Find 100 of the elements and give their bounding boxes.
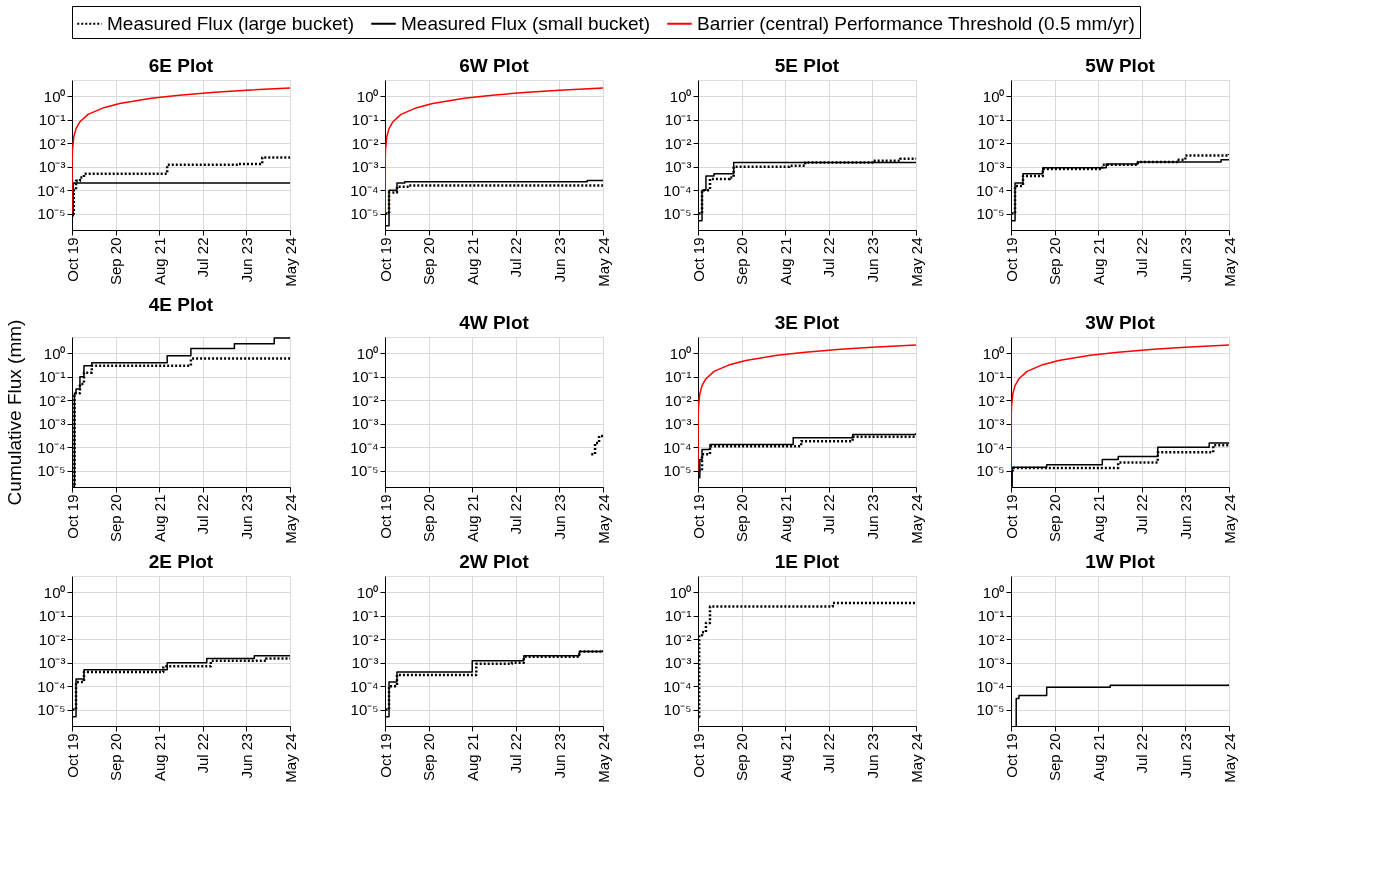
y-tick-label: 10⁻⁵ xyxy=(350,462,379,480)
x-tick-label: May 24 xyxy=(1220,494,1238,544)
y-tick-label: 10⁻¹ xyxy=(351,111,379,129)
y-tick-label: 10⁻¹ xyxy=(977,111,1005,129)
chart-title: 6E Plot xyxy=(148,55,214,76)
y-tick-label: 10⁻³ xyxy=(664,415,692,433)
chart-title: 3W Plot xyxy=(1085,312,1156,333)
y-tick-label: 10⁻⁵ xyxy=(976,701,1005,719)
x-tick-label: Jun 23 xyxy=(1176,494,1194,540)
x-tick-label: Jun 23 xyxy=(863,733,881,779)
y-tick-label: 10⁻³ xyxy=(977,415,1005,433)
y-tick-label: 10⁻⁴ xyxy=(350,181,379,199)
chart-title: 6W Plot xyxy=(459,55,530,76)
y-tick-label: 10⁻⁵ xyxy=(663,701,692,719)
x-tick-label: Jul 22 xyxy=(820,494,838,535)
x-tick-label: Oct 19 xyxy=(63,733,81,778)
y-tick-label: 10⁻⁴ xyxy=(663,181,692,199)
x-tick-label: May 24 xyxy=(281,237,299,287)
x-tick-label: Sep 20 xyxy=(1046,494,1064,543)
x-tick-label: Aug 21 xyxy=(776,733,794,782)
y-tick-label: 10⁻⁴ xyxy=(976,438,1005,456)
x-tick-label: Oct 19 xyxy=(63,237,81,282)
y-tick-label: 10⁻⁴ xyxy=(350,677,379,695)
y-tick-label: 10⁻³ xyxy=(38,415,66,433)
y-tick-label: 10⁻⁴ xyxy=(663,438,692,456)
y-tick-label: 10⁻⁴ xyxy=(976,181,1005,199)
x-tick-label: Oct 19 xyxy=(689,733,707,778)
y-tick-label: 10⁻⁵ xyxy=(976,462,1005,480)
chart-title: 1W Plot xyxy=(1085,551,1156,572)
x-tick-label: Jun 23 xyxy=(237,237,255,283)
y-tick-label: 10⁻¹ xyxy=(351,607,379,625)
legend-label: Measured Flux (large bucket) xyxy=(107,12,355,34)
x-tick-label: Aug 21 xyxy=(1089,494,1107,543)
y-tick-label: 10⁰ xyxy=(982,87,1005,105)
y-tick-label: 10⁻⁵ xyxy=(350,701,379,719)
x-tick-label: May 24 xyxy=(281,733,299,783)
x-tick-label: Jul 22 xyxy=(507,733,525,774)
chart-title: 3E Plot xyxy=(774,312,840,333)
y-tick-label: 10⁰ xyxy=(43,344,66,362)
x-tick-label: Aug 21 xyxy=(776,237,794,286)
y-tick-label: 10⁻² xyxy=(38,391,66,409)
y-tick-label: 10⁻³ xyxy=(977,158,1005,176)
line-series xyxy=(1011,344,1229,472)
x-tick-label: May 24 xyxy=(907,237,925,287)
y-tick-label: 10⁻¹ xyxy=(38,368,66,386)
y-tick-label: 10⁻⁴ xyxy=(37,438,66,456)
y-tick-label: 10⁻⁵ xyxy=(350,205,379,223)
x-tick-label: Jun 23 xyxy=(550,494,568,540)
y-tick-label: 10⁻² xyxy=(664,391,692,409)
y-tick-label: 10⁻¹ xyxy=(38,607,66,625)
x-tick-label: May 24 xyxy=(281,494,299,544)
y-tick-label: 10⁻⁵ xyxy=(37,462,66,480)
y-axis-title: Cumulative Flux (mm) xyxy=(4,319,26,506)
chart-title: 2E Plot xyxy=(148,551,214,572)
y-tick-label: 10⁰ xyxy=(669,344,692,362)
y-tick-label: 10⁻³ xyxy=(38,158,66,176)
y-tick-label: 10⁰ xyxy=(669,87,692,105)
y-tick-label: 10⁻⁵ xyxy=(37,205,66,223)
y-tick-label: 10⁰ xyxy=(356,344,379,362)
x-tick-label: Jul 22 xyxy=(194,237,212,278)
x-tick-label: Sep 20 xyxy=(420,494,438,543)
y-tick-label: 10⁻² xyxy=(351,630,379,648)
y-tick-label: 10⁻³ xyxy=(351,415,379,433)
x-tick-label: Jun 23 xyxy=(237,733,255,779)
y-tick-label: 10⁰ xyxy=(982,583,1005,601)
line-series xyxy=(698,344,916,472)
x-tick-label: Sep 20 xyxy=(420,237,438,286)
x-tick-label: May 24 xyxy=(1220,733,1238,783)
x-tick-label: Sep 20 xyxy=(733,733,751,782)
y-tick-label: 10⁻² xyxy=(38,134,66,152)
y-tick-label: 10⁻¹ xyxy=(977,368,1005,386)
y-tick-label: 10⁻³ xyxy=(351,158,379,176)
y-tick-label: 10⁻⁴ xyxy=(663,677,692,695)
x-tick-label: Aug 21 xyxy=(463,237,481,286)
x-tick-label: Jul 22 xyxy=(1133,494,1151,535)
x-tick-label: Sep 20 xyxy=(107,237,125,286)
x-tick-label: May 24 xyxy=(594,494,612,544)
y-tick-label: 10⁻⁵ xyxy=(37,701,66,719)
x-tick-label: Jun 23 xyxy=(863,237,881,283)
x-tick-label: Aug 21 xyxy=(463,733,481,782)
y-tick-label: 10⁻⁴ xyxy=(37,677,66,695)
y-tick-label: 10⁻⁴ xyxy=(37,181,66,199)
y-tick-label: 10⁻² xyxy=(664,134,692,152)
y-tick-label: 10⁻³ xyxy=(977,654,1005,672)
y-tick-label: 10⁰ xyxy=(669,583,692,601)
y-tick-label: 10⁻⁵ xyxy=(976,205,1005,223)
x-tick-label: Aug 21 xyxy=(1089,733,1107,782)
x-tick-label: Aug 21 xyxy=(1089,237,1107,286)
chart-title: 5W Plot xyxy=(1085,55,1156,76)
x-tick-label: Jun 23 xyxy=(1176,237,1194,283)
x-tick-label: Aug 21 xyxy=(150,237,168,286)
chart-title: 4E Plot xyxy=(148,294,214,316)
x-tick-label: Sep 20 xyxy=(733,494,751,543)
x-tick-label: Oct 19 xyxy=(689,237,707,282)
x-tick-label: Jun 23 xyxy=(1176,733,1194,779)
x-tick-label: Oct 19 xyxy=(1002,237,1020,282)
x-tick-label: Aug 21 xyxy=(150,733,168,782)
y-tick-label: 10⁻¹ xyxy=(351,368,379,386)
y-tick-label: 10⁻² xyxy=(351,134,379,152)
x-tick-label: Sep 20 xyxy=(1046,733,1064,782)
